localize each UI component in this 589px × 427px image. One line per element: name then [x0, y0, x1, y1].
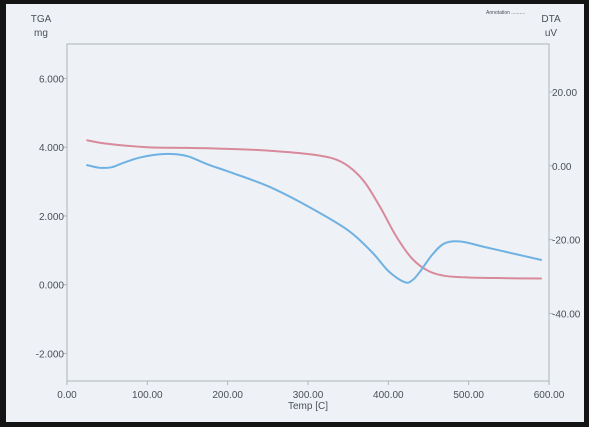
x-tick-label: 100.00	[132, 390, 163, 401]
right-tick-label: -20.00	[552, 236, 581, 247]
tga-series-line	[86, 139, 542, 280]
right-tick-label: 20.00	[552, 88, 577, 99]
x-tick-label: 400.00	[373, 390, 404, 401]
left-tick-label: -2.000	[36, 349, 65, 360]
dta-series-line	[86, 152, 542, 284]
x-tick-label: 300.00	[293, 390, 324, 401]
left-axis-title: TGA	[31, 14, 52, 25]
chart-sheet: Annotation .......... TGA mg DTA uV Temp…	[6, 4, 584, 422]
x-tick-label: 200.00	[212, 390, 243, 401]
header-note: Annotation ..........	[486, 10, 525, 16]
left-tick-label: 4.000	[39, 143, 64, 154]
right-axis-unit: uV	[545, 28, 558, 39]
x-tick-label: 500.00	[453, 390, 484, 401]
right-tick-label: -40.00	[552, 309, 581, 320]
plot-frame	[66, 43, 550, 382]
x-tick-label: 600.00	[534, 390, 565, 401]
tga-dta-chart: Annotation .......... TGA mg DTA uV Temp…	[31, 10, 581, 412]
right-tick-label: 0.00	[552, 162, 572, 173]
left-tick-label: 0.000	[39, 281, 64, 292]
x-axis-title: Temp [C]	[288, 401, 328, 412]
x-tick-label: 0.00	[57, 390, 77, 401]
left-tick-label: 2.000	[39, 212, 64, 223]
left-tick-label: 6.000	[39, 74, 64, 85]
left-axis-unit: mg	[34, 28, 48, 39]
right-axis-title: DTA	[541, 14, 561, 25]
